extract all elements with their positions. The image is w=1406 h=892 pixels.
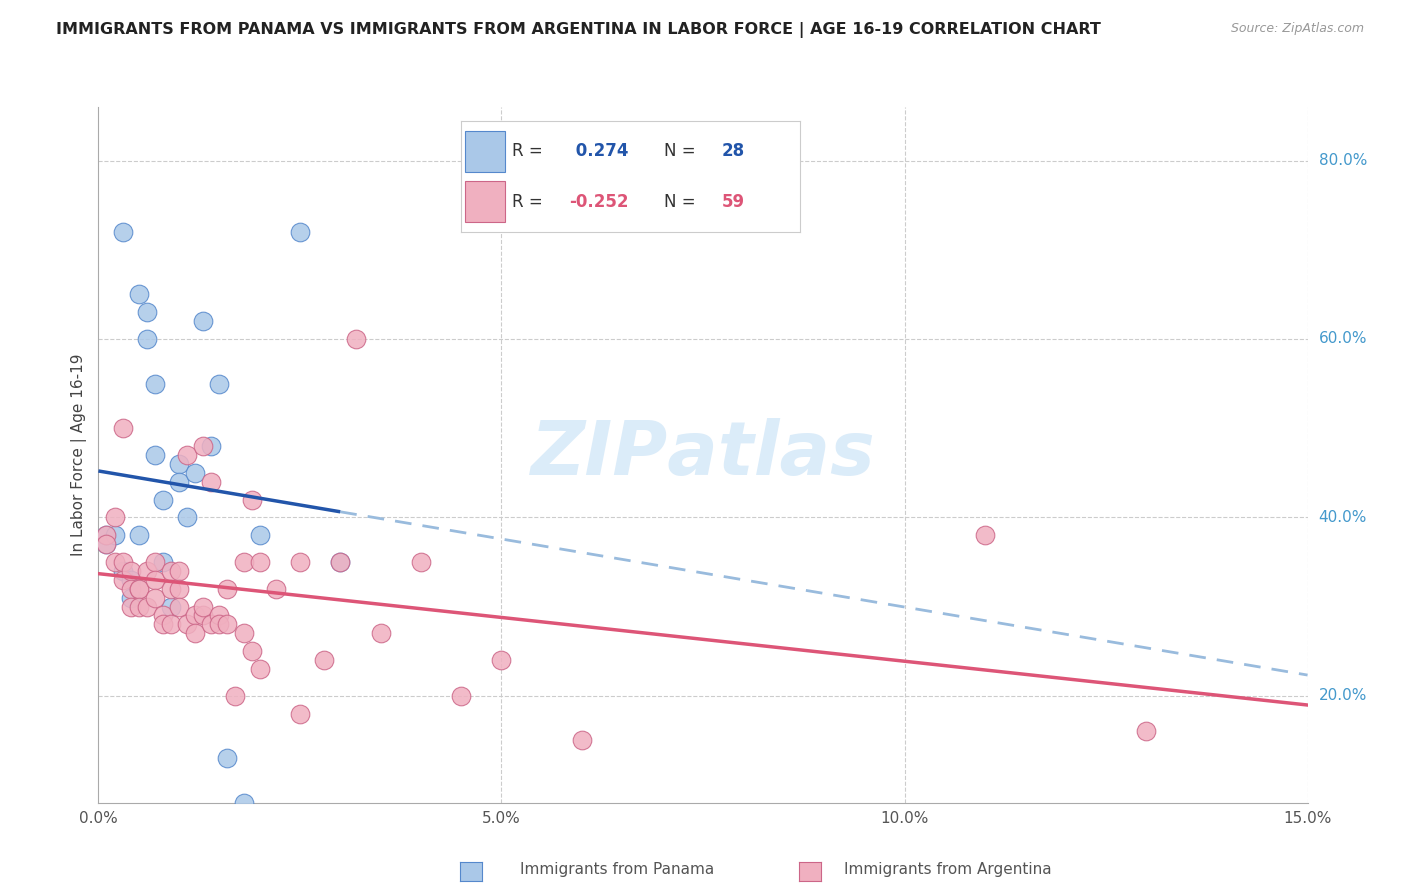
Point — [409, 555, 432, 569]
Point — [120, 599, 142, 614]
Text: IMMIGRANTS FROM PANAMA VS IMMIGRANTS FROM ARGENTINA IN LABOR FORCE | AGE 16-19 C: IMMIGRANTS FROM PANAMA VS IMMIGRANTS FRO… — [56, 22, 1101, 38]
Point — [193, 314, 215, 328]
Point — [314, 653, 336, 667]
Point — [111, 564, 134, 578]
Point — [128, 599, 150, 614]
Y-axis label: In Labor Force | Age 16-19: In Labor Force | Age 16-19 — [72, 353, 87, 557]
Point — [288, 706, 311, 721]
Point — [135, 599, 157, 614]
Point — [193, 608, 215, 623]
Point — [240, 644, 263, 658]
Point — [120, 564, 142, 578]
Point — [184, 626, 207, 640]
Point — [143, 555, 166, 569]
Point — [176, 448, 198, 462]
Point — [143, 376, 166, 391]
Point — [176, 510, 198, 524]
Point — [96, 528, 118, 542]
Point — [143, 448, 166, 462]
Point — [96, 537, 118, 551]
Point — [1135, 724, 1157, 739]
Point — [103, 555, 125, 569]
Point — [193, 439, 215, 453]
Point — [160, 582, 183, 596]
Point — [96, 528, 118, 542]
Text: Immigrants from Panama: Immigrants from Panama — [520, 863, 714, 877]
Point — [974, 528, 997, 542]
Point — [120, 591, 142, 605]
Point — [160, 617, 183, 632]
Point — [111, 555, 134, 569]
Point — [249, 555, 271, 569]
Point — [184, 608, 207, 623]
Point — [103, 510, 125, 524]
Point — [288, 555, 311, 569]
Point — [217, 751, 239, 765]
Point — [96, 537, 118, 551]
Point — [208, 608, 231, 623]
Text: Source: ZipAtlas.com: Source: ZipAtlas.com — [1230, 22, 1364, 36]
Point — [143, 573, 166, 587]
Point — [329, 555, 352, 569]
Point — [193, 599, 215, 614]
Point — [232, 626, 254, 640]
Point — [128, 528, 150, 542]
Point — [152, 492, 174, 507]
Point — [217, 582, 239, 596]
Point — [249, 662, 271, 676]
Point — [128, 582, 150, 596]
Point — [160, 564, 183, 578]
Point — [232, 796, 254, 810]
Point — [135, 332, 157, 346]
Text: 40.0%: 40.0% — [1319, 510, 1367, 524]
Point — [152, 617, 174, 632]
Point — [111, 421, 134, 435]
Point — [249, 528, 271, 542]
Point — [200, 617, 222, 632]
Point — [160, 599, 183, 614]
Point — [491, 653, 513, 667]
Point — [200, 439, 222, 453]
Point — [184, 466, 207, 480]
Point — [224, 689, 246, 703]
Text: Immigrants from Argentina: Immigrants from Argentina — [844, 863, 1052, 877]
Point — [111, 225, 134, 239]
Point — [111, 573, 134, 587]
Point — [240, 492, 263, 507]
Point — [288, 225, 311, 239]
Point — [329, 555, 352, 569]
Point — [232, 555, 254, 569]
Point — [450, 689, 472, 703]
Text: 60.0%: 60.0% — [1319, 332, 1367, 346]
Point — [200, 475, 222, 489]
Point — [167, 599, 190, 614]
Point — [571, 733, 593, 747]
Point — [167, 475, 190, 489]
Point — [135, 305, 157, 319]
Point — [208, 617, 231, 632]
Point — [143, 591, 166, 605]
Point — [208, 376, 231, 391]
Point — [135, 564, 157, 578]
Point — [167, 457, 190, 471]
Point — [217, 617, 239, 632]
Point — [264, 582, 287, 596]
Point — [167, 582, 190, 596]
Text: ZIP​atlas: ZIP​atlas — [530, 418, 876, 491]
Point — [128, 582, 150, 596]
Text: 80.0%: 80.0% — [1319, 153, 1367, 168]
Point — [128, 287, 150, 301]
Point — [152, 608, 174, 623]
Point — [344, 332, 367, 346]
Point — [167, 564, 190, 578]
Point — [370, 626, 392, 640]
Point — [120, 573, 142, 587]
Text: 20.0%: 20.0% — [1319, 689, 1367, 703]
Point — [152, 555, 174, 569]
Point — [120, 582, 142, 596]
Point — [176, 617, 198, 632]
Point — [103, 528, 125, 542]
